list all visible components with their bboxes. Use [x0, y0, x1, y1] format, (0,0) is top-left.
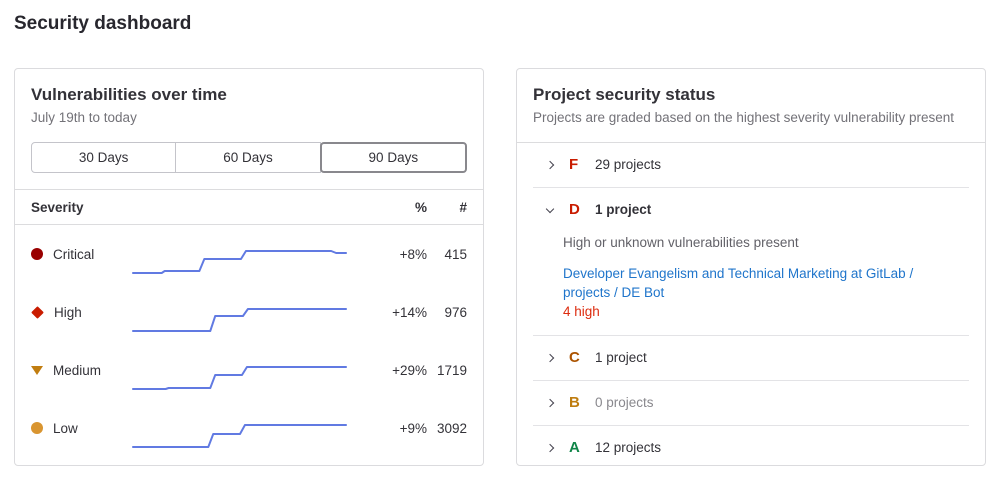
sparkline-chart: [131, 348, 375, 392]
grade-project-count: 0 projects: [595, 395, 654, 410]
severity-row: High +14% 976: [31, 283, 467, 341]
grade-letter-badge: A: [569, 439, 580, 456]
chevron-icon: [545, 443, 555, 453]
divider: [15, 189, 483, 190]
severity-row: Medium +29% 1719: [31, 341, 467, 399]
vulnerabilities-panel: Vulnerabilities over time July 19th to t…: [14, 68, 484, 466]
page-title: Security dashboard: [14, 13, 192, 34]
severity-percent-change: +8%: [399, 246, 427, 262]
chevron-icon: [545, 353, 555, 363]
grade-project-count: 1 project: [595, 350, 647, 365]
project-security-status-panel: Project security status Projects are gra…: [516, 68, 986, 466]
severity-count: 415: [444, 246, 467, 262]
project-status-panel-title: Project security status: [533, 85, 716, 104]
grade-letter-badge: B: [569, 394, 580, 411]
chevron-icon: [545, 160, 555, 170]
chevron-wrap: [545, 204, 569, 213]
grade-details: High or unknown vulnerabilities present D…: [533, 234, 969, 335]
grade-row-a[interactable]: A 12 projects: [533, 426, 969, 470]
grade-block: D 1 project High or unknown vulnerabilit…: [533, 188, 969, 336]
chevron-icon: [545, 204, 555, 213]
grade-project-count: 1 project: [595, 202, 652, 217]
chevron-wrap: [545, 353, 569, 363]
project-link[interactable]: Developer Evangelism and Technical Marke…: [563, 266, 914, 300]
grade-row-f[interactable]: F 29 projects: [533, 143, 969, 187]
chevron-wrap: [545, 443, 569, 453]
divider: [533, 425, 969, 426]
severity-percent-change: +14%: [392, 304, 427, 320]
grade-list: F 29 projects D 1 project High or unknow…: [533, 143, 969, 470]
severity-label: High: [54, 304, 82, 320]
count-column-header: #: [459, 199, 467, 215]
date-range-label: July 19th to today: [31, 110, 137, 125]
grade-letter-badge: F: [569, 156, 579, 173]
chevron-icon: [545, 398, 555, 408]
divider: [533, 335, 969, 336]
severity-percent-change: +9%: [399, 420, 427, 436]
grade-row-d[interactable]: D 1 project: [533, 188, 969, 232]
severity-high-icon: [31, 305, 44, 319]
grade-row-c[interactable]: C 1 project: [533, 336, 969, 380]
sparkline-chart: [131, 406, 375, 450]
severity-table-body: Critical +8% 415 High +14% 976 Medium +2…: [31, 225, 467, 457]
severity-critical-icon: [31, 248, 43, 260]
grade-block: A 12 projects: [533, 426, 969, 470]
grade-block: F 29 projects: [533, 143, 969, 188]
range-button-60-days[interactable]: 60 Days: [175, 142, 321, 173]
chevron-wrap: [545, 160, 569, 170]
severity-count: 3092: [436, 420, 467, 436]
range-button-90-days[interactable]: 90 Days: [319, 142, 467, 173]
severity-label: Low: [53, 420, 78, 436]
severity-column-header: Severity: [31, 199, 84, 215]
grade-description: High or unknown vulnerabilities present: [563, 235, 799, 250]
grade-letter-badge: C: [569, 349, 580, 366]
grade-block: C 1 project: [533, 336, 969, 381]
severity-count: 976: [444, 304, 467, 320]
severity-percent-change: +29%: [392, 362, 427, 378]
severity-count: 1719: [436, 362, 467, 378]
divider: [533, 380, 969, 381]
severity-label: Critical: [53, 246, 95, 262]
grade-letter-badge: D: [569, 201, 580, 218]
divider: [533, 187, 969, 188]
vulnerabilities-panel-title: Vulnerabilities over time: [31, 85, 227, 104]
severity-table-header: Severity % #: [31, 190, 467, 224]
grade-block: B 0 projects: [533, 381, 969, 426]
divider: [517, 142, 985, 143]
project-status-subtitle: Projects are graded based on the highest…: [533, 110, 954, 125]
chevron-wrap: [545, 398, 569, 408]
severity-low-icon: [31, 422, 43, 434]
sparkline-chart: [131, 232, 375, 276]
severity-medium-icon: [31, 365, 43, 375]
grade-row-b[interactable]: B 0 projects: [533, 381, 969, 425]
divider: [15, 224, 483, 225]
range-button-30-days[interactable]: 30 Days: [31, 142, 177, 173]
severity-row: Critical +8% 415: [31, 225, 467, 283]
day-range-button-group: 30 Days 60 Days 90 Days: [31, 142, 467, 173]
percent-column-header: %: [414, 199, 427, 215]
sparkline-chart: [131, 290, 375, 334]
severity-row: Low +9% 3092: [31, 399, 467, 457]
grade-project-count: 12 projects: [595, 440, 662, 455]
severity-label: Medium: [53, 362, 102, 378]
vulnerability-summary: 4 high: [563, 304, 600, 319]
grade-project-count: 29 projects: [595, 157, 662, 172]
